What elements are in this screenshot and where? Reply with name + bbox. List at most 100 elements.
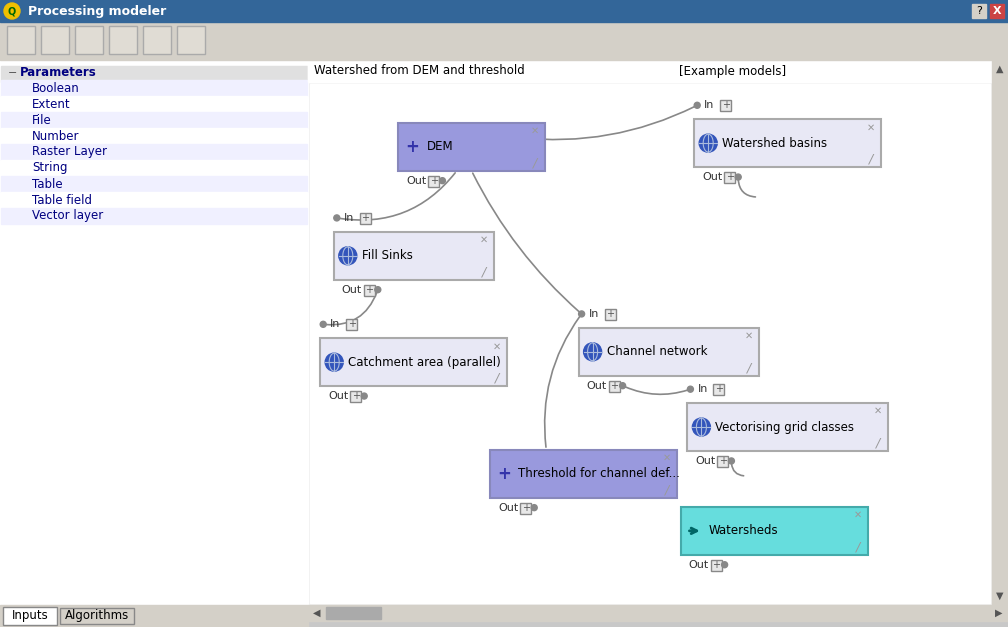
- FancyBboxPatch shape: [350, 391, 361, 402]
- Text: +: +: [352, 391, 360, 401]
- Text: Out: Out: [688, 560, 709, 570]
- Text: /: /: [482, 265, 486, 278]
- Text: +: +: [726, 172, 734, 182]
- Circle shape: [687, 386, 694, 392]
- Circle shape: [321, 321, 327, 327]
- Text: Threshold for channel def...: Threshold for channel def...: [518, 467, 680, 480]
- Circle shape: [439, 177, 446, 184]
- Text: ◀: ◀: [313, 608, 321, 618]
- Text: +: +: [719, 456, 727, 466]
- Text: In: In: [698, 384, 708, 394]
- Circle shape: [729, 458, 735, 464]
- FancyBboxPatch shape: [334, 232, 494, 280]
- Circle shape: [531, 505, 537, 510]
- Text: +: +: [361, 213, 369, 223]
- Text: ✕: ✕: [663, 453, 671, 463]
- Text: Inputs: Inputs: [12, 609, 48, 623]
- Bar: [0, 22, 1008, 60]
- Circle shape: [584, 343, 602, 361]
- Text: Out: Out: [703, 172, 723, 182]
- FancyBboxPatch shape: [579, 328, 759, 376]
- Text: +: +: [405, 138, 419, 155]
- Bar: [0, 0, 1008, 22]
- FancyBboxPatch shape: [724, 172, 735, 183]
- Text: In: In: [705, 100, 715, 110]
- FancyBboxPatch shape: [490, 450, 677, 498]
- Text: /: /: [495, 372, 499, 384]
- Text: /: /: [747, 361, 751, 374]
- Text: ✕: ✕: [745, 331, 753, 341]
- Circle shape: [361, 393, 367, 399]
- Bar: [1, 192, 307, 208]
- Text: +: +: [715, 384, 723, 394]
- Text: Out: Out: [498, 503, 518, 513]
- Text: ▶: ▶: [995, 608, 1003, 618]
- Text: ?: ?: [976, 6, 982, 16]
- Bar: [308, 605, 1008, 621]
- Text: ✕: ✕: [530, 126, 538, 136]
- Bar: [1, 96, 307, 112]
- Text: Raster Layer: Raster Layer: [32, 145, 107, 159]
- FancyBboxPatch shape: [520, 503, 531, 514]
- Circle shape: [735, 174, 741, 180]
- FancyBboxPatch shape: [428, 176, 439, 187]
- Text: Out: Out: [587, 381, 607, 391]
- Bar: [673, 60, 992, 82]
- Text: In: In: [589, 309, 599, 319]
- Text: X: X: [993, 6, 1001, 16]
- Text: ✕: ✕: [480, 235, 488, 245]
- FancyBboxPatch shape: [3, 607, 57, 625]
- Text: Parameters: Parameters: [20, 66, 97, 80]
- FancyBboxPatch shape: [720, 100, 731, 111]
- Text: Algorithms: Algorithms: [65, 609, 129, 623]
- FancyBboxPatch shape: [687, 403, 888, 451]
- Bar: [326, 607, 381, 619]
- FancyBboxPatch shape: [109, 26, 137, 54]
- Text: ✕: ✕: [854, 510, 862, 520]
- FancyBboxPatch shape: [41, 26, 69, 54]
- Text: ✕: ✕: [874, 406, 882, 416]
- Text: Catchment area (parallel): Catchment area (parallel): [348, 356, 501, 369]
- Bar: [1, 208, 307, 224]
- Text: +: +: [348, 319, 356, 329]
- Text: Boolean: Boolean: [32, 82, 80, 95]
- Text: Extent: Extent: [32, 98, 71, 110]
- Text: Fill Sinks: Fill Sinks: [362, 250, 412, 262]
- Bar: [1, 112, 307, 128]
- Text: /: /: [665, 483, 669, 496]
- Text: ▲: ▲: [996, 64, 1004, 74]
- Circle shape: [579, 311, 585, 317]
- Bar: [1, 128, 307, 144]
- Bar: [1, 176, 307, 192]
- Text: +: +: [497, 465, 511, 483]
- Bar: [310, 84, 990, 603]
- Text: /: /: [856, 540, 860, 553]
- FancyBboxPatch shape: [695, 119, 881, 167]
- Text: /: /: [532, 156, 536, 169]
- Text: /: /: [869, 152, 873, 166]
- Circle shape: [334, 215, 340, 221]
- Circle shape: [326, 353, 343, 371]
- Circle shape: [339, 247, 357, 265]
- Bar: [0, 60, 308, 605]
- FancyBboxPatch shape: [609, 381, 620, 392]
- FancyBboxPatch shape: [605, 309, 616, 320]
- Text: +: +: [606, 309, 614, 319]
- FancyBboxPatch shape: [321, 339, 507, 386]
- Circle shape: [375, 287, 381, 293]
- FancyBboxPatch shape: [60, 608, 134, 624]
- FancyBboxPatch shape: [7, 26, 35, 54]
- Text: Out: Out: [342, 285, 362, 295]
- Text: Vector layer: Vector layer: [32, 209, 103, 223]
- Circle shape: [620, 382, 626, 389]
- FancyBboxPatch shape: [714, 384, 725, 395]
- Bar: [308, 60, 992, 82]
- Text: ▼: ▼: [996, 591, 1004, 601]
- Bar: [972, 4, 986, 18]
- Text: +: +: [712, 560, 720, 570]
- FancyBboxPatch shape: [364, 285, 375, 296]
- Text: −: −: [8, 68, 17, 78]
- Text: /: /: [876, 436, 880, 450]
- Circle shape: [695, 102, 701, 108]
- FancyBboxPatch shape: [143, 26, 171, 54]
